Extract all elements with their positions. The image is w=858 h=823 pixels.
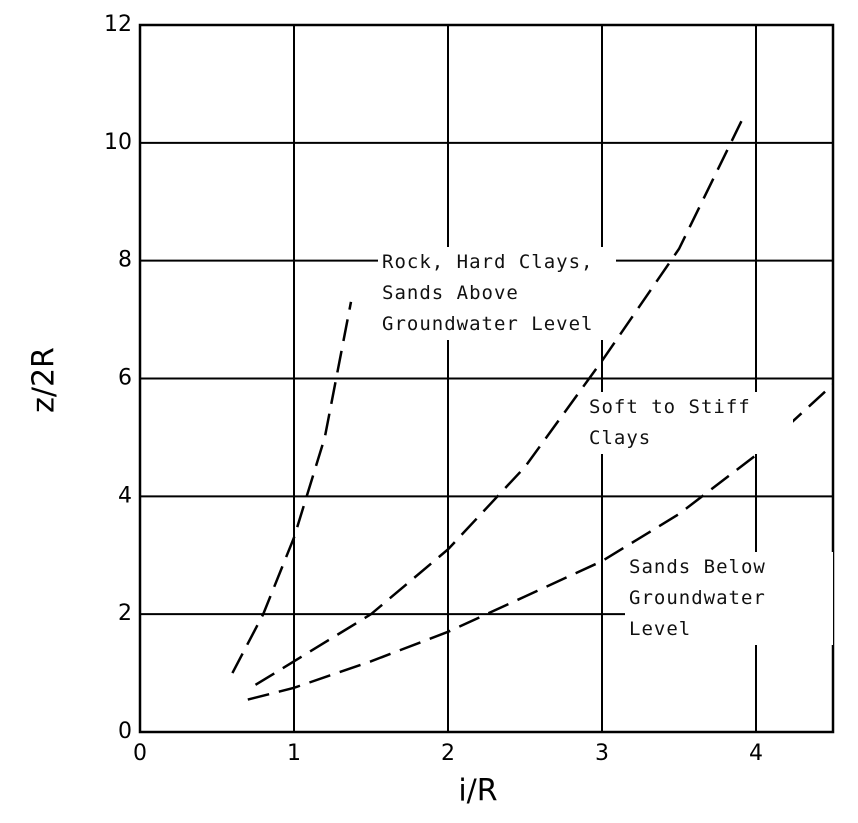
y-tick-label: 2	[118, 601, 132, 626]
curve	[231, 301, 353, 674]
curve-label: Sands Below Groundwater Level	[625, 552, 833, 645]
curve-label: Rock, Hard Clays, Sands Above Groundwate…	[378, 247, 616, 340]
y-tick-label: 12	[104, 12, 132, 37]
curve-label: Soft to Stiff Clays	[585, 392, 793, 454]
y-axis-label: z/2R	[27, 347, 62, 413]
plot-frame	[138, 23, 835, 734]
y-tick-label: 8	[118, 248, 132, 273]
x-tick-label: 2	[441, 741, 455, 766]
y-tick-label: 6	[118, 366, 132, 391]
x-tick-label: 4	[749, 741, 763, 766]
y-tick-label: 4	[118, 483, 132, 508]
x-tick-label: 3	[595, 741, 609, 766]
y-tick-label: 10	[104, 130, 132, 155]
y-tick-label: 0	[118, 719, 132, 744]
x-tick-label: 1	[287, 741, 301, 766]
curve	[247, 383, 834, 701]
x-axis-label: i/R	[458, 774, 497, 809]
curve	[254, 112, 747, 686]
x-tick-label: 0	[133, 741, 147, 766]
